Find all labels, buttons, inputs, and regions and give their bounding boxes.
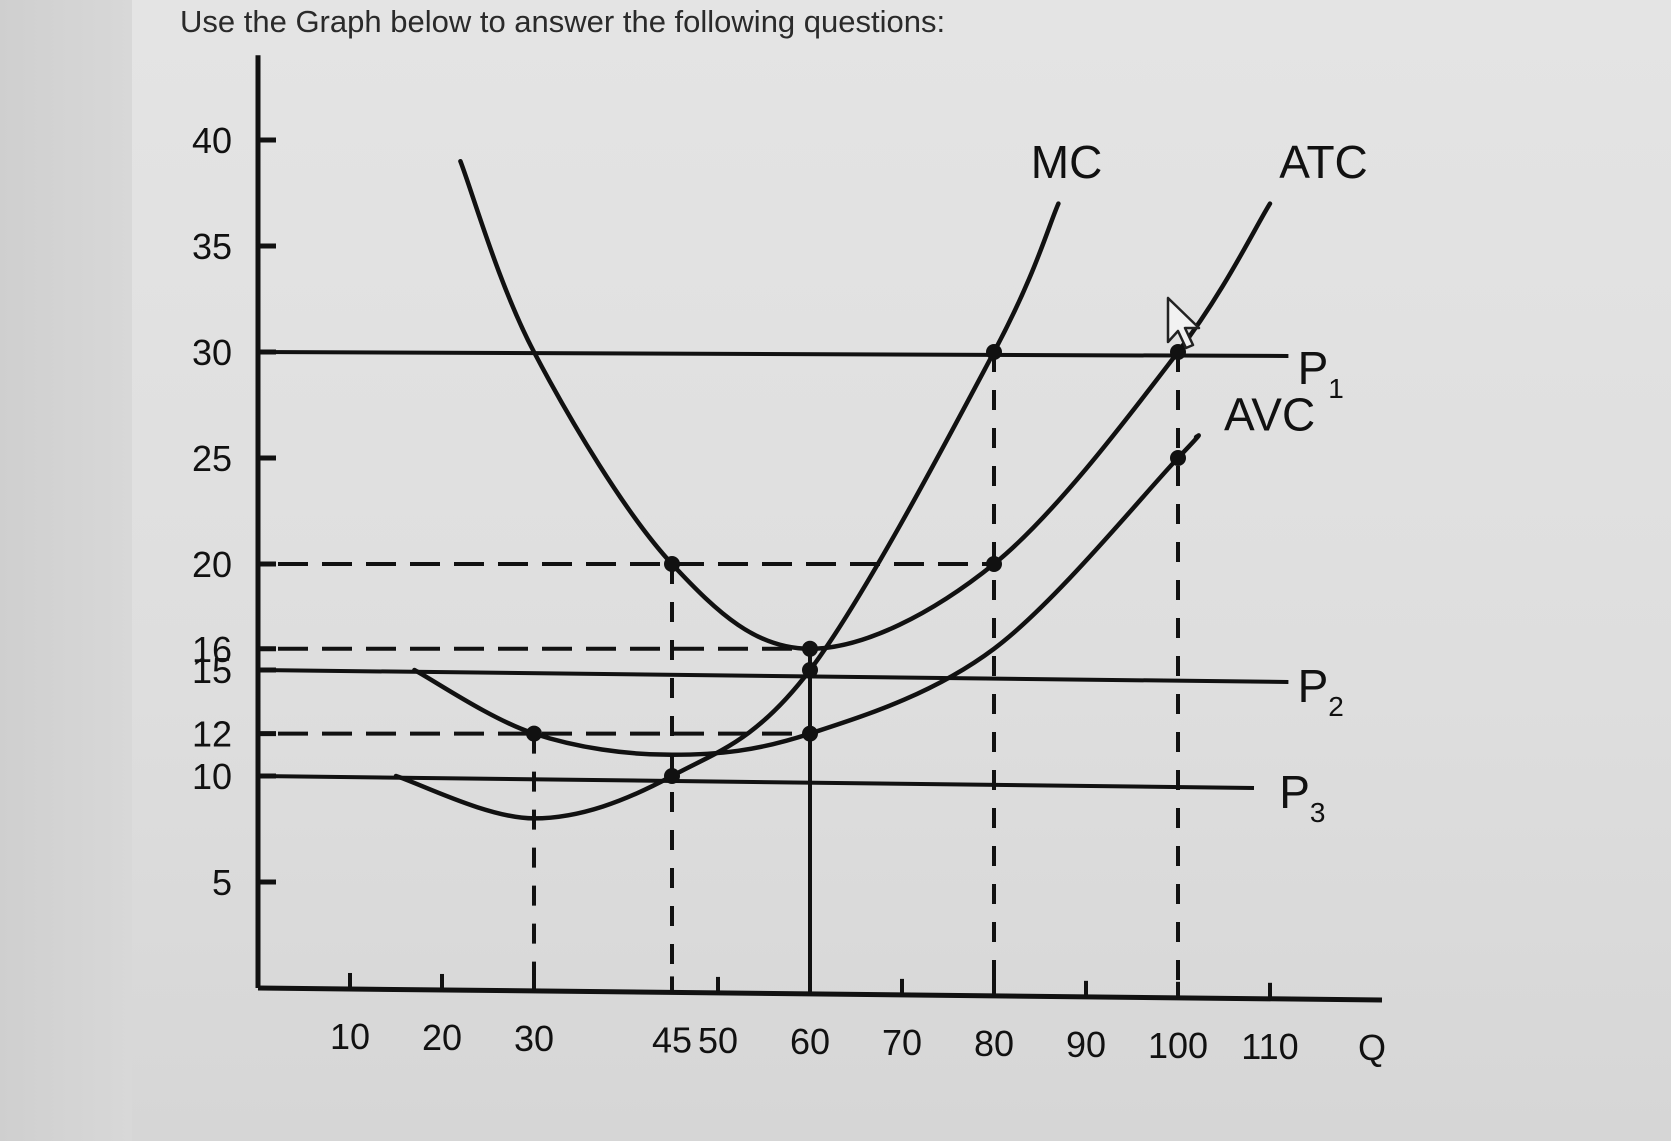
avc-curve [412, 433, 1201, 758]
price-line-label: P2 [1298, 660, 1344, 722]
atc-label: ATC [1279, 136, 1368, 188]
atc-curve [458, 158, 1273, 652]
axes [255, 55, 1383, 1003]
intersection-point [664, 768, 680, 784]
cost-curves [393, 158, 1273, 821]
intersection-point [1170, 344, 1186, 360]
price-line [257, 350, 1289, 358]
x-axis [257, 985, 1383, 1003]
screen-left-frame [0, 0, 132, 1141]
price-lines [257, 350, 1289, 790]
y-tick-label: 30 [192, 332, 232, 373]
mc-label: MC [1031, 136, 1103, 188]
x-tick-label: 10 [330, 1016, 370, 1057]
price-line-subscript: 2 [1328, 691, 1344, 722]
question-heading: Use the Graph below to answer the follow… [180, 4, 946, 39]
y-tick-label: 10 [192, 756, 232, 797]
x-tick-label: 100 [1148, 1025, 1208, 1066]
intersection-point [664, 556, 680, 572]
price-line-subscript: 1 [1328, 373, 1344, 404]
x-tick-label: 110 [1241, 1026, 1298, 1067]
y-tick-label: 12 [192, 714, 232, 755]
x-tick-label: 50 [698, 1020, 738, 1061]
intersection-point [802, 640, 818, 657]
y-tick-label: 20 [192, 544, 232, 585]
mouse-pointer-icon [1166, 296, 1201, 350]
intersection-point [526, 725, 542, 742]
avc-label: AVC [1224, 388, 1315, 440]
x-tick-label: 30 [514, 1018, 554, 1059]
x-tick-label: 45 [652, 1019, 692, 1060]
intersection-point [802, 725, 818, 742]
x-tick-label: 80 [974, 1023, 1014, 1064]
y-tick-label: 16 [192, 629, 232, 670]
y-tick-label: 35 [192, 226, 232, 267]
intersection-point [986, 556, 1002, 572]
guide-lines [278, 352, 1180, 994]
y-tick-label: 5 [212, 862, 232, 903]
y-tick-label: 40 [192, 120, 232, 161]
price-line [257, 668, 1289, 684]
price-line [257, 774, 1255, 790]
x-axis-label: Q [1358, 1027, 1386, 1068]
intersection-point [986, 344, 1002, 360]
x-tick-label: 70 [882, 1022, 922, 1063]
mc-curve [393, 201, 1061, 821]
y-tick-label: 15 [192, 650, 232, 691]
x-tick-label: 20 [422, 1017, 462, 1058]
x-tick-label: 90 [1066, 1024, 1106, 1065]
x-tick-label: 60 [790, 1021, 830, 1062]
intersection-point [802, 662, 818, 678]
price-line-label: P3 [1279, 766, 1325, 828]
price-line-subscript: 3 [1310, 797, 1326, 828]
intersection-point [1170, 450, 1186, 466]
marked-points [526, 344, 1186, 784]
content-panel [132, 0, 1671, 1141]
y-tick-label: 25 [192, 438, 232, 479]
